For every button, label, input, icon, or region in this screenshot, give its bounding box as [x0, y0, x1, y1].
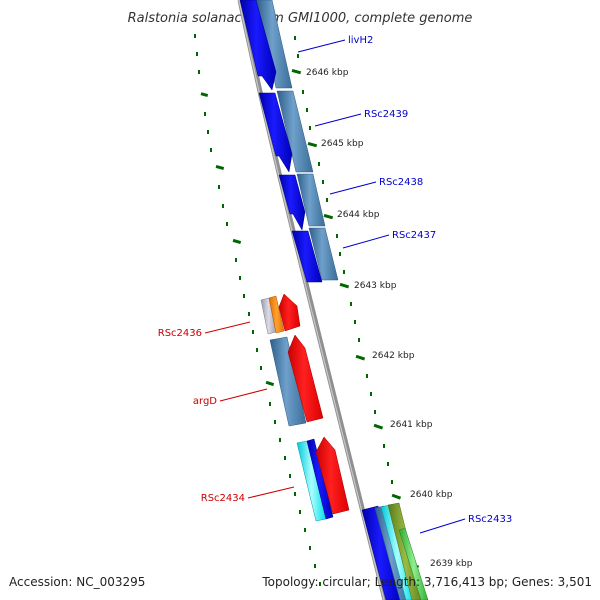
tick-label-2641: 2641 kbp: [390, 420, 433, 430]
leader-livH2: [297, 39, 346, 53]
tick-label-2644: 2644 kbp: [337, 210, 380, 220]
gene-bar-RSc2434-blue: [306, 438, 334, 520]
map-title: Ralstonia solanacearum GMI1000, complete…: [128, 11, 473, 26]
gene-label-livH2[interactable]: livH2: [348, 35, 373, 46]
leader-RSc2438: [329, 181, 377, 195]
gene-label-RSc2439[interactable]: RSc2439: [364, 109, 408, 120]
leader-RSc2437: [342, 234, 390, 249]
gene-bar-RSc2438: [296, 173, 326, 227]
leader-argD: [219, 388, 268, 402]
cds-arrow-RSc2434: [315, 436, 350, 515]
leader-RSc2439: [314, 113, 362, 127]
accession-text: Accession: NC_003295: [9, 575, 145, 589]
tick-label-2643: 2643 kbp: [354, 281, 397, 291]
gene-label-RSc2436[interactable]: RSc2436: [158, 328, 202, 339]
tick-label-2645: 2645 kbp: [321, 139, 364, 149]
gene-bar-RSc2436-orange: [268, 295, 285, 334]
cds-arrow-RSc2439: [258, 92, 293, 173]
leader-RSc2433: [419, 518, 466, 534]
tick-label-2642: 2642 kbp: [372, 351, 415, 361]
gene-bar-RSc2433-blue: [361, 505, 403, 600]
cds-arrow-livH2: [239, 0, 277, 91]
cds-arrow-RSc2436: [278, 293, 301, 332]
gene-bar-RSc2433-green: [398, 527, 429, 600]
gene-bar-RSc2437: [308, 227, 339, 281]
leader-RSc2436: [204, 321, 251, 334]
gene-label-argD[interactable]: argD: [193, 396, 217, 407]
gene-label-RSc2437[interactable]: RSc2437: [392, 230, 436, 241]
leader-RSc2434: [247, 486, 295, 499]
cds-arrow-RSc2437: [291, 230, 323, 283]
gene-label-RSc2434[interactable]: RSc2434: [201, 493, 245, 504]
gene-bar-argD: [269, 336, 307, 427]
tick-label-2646: 2646 kbp: [306, 68, 349, 78]
cds-arrow-argD: [287, 334, 324, 423]
cds-arrow-RSc2438: [278, 174, 306, 231]
tick-label-2639: 2639 kbp: [430, 559, 473, 569]
inner-dotted-ruler: [194, 34, 321, 586]
gene-label-RSc2433[interactable]: RSc2433: [468, 514, 512, 525]
tick-label-2640: 2640 kbp: [410, 490, 453, 500]
gene-label-RSc2438[interactable]: RSc2438: [379, 177, 423, 188]
genome-stats-text: Topology: circular; Length: 3,716,413 bp…: [261, 575, 592, 589]
